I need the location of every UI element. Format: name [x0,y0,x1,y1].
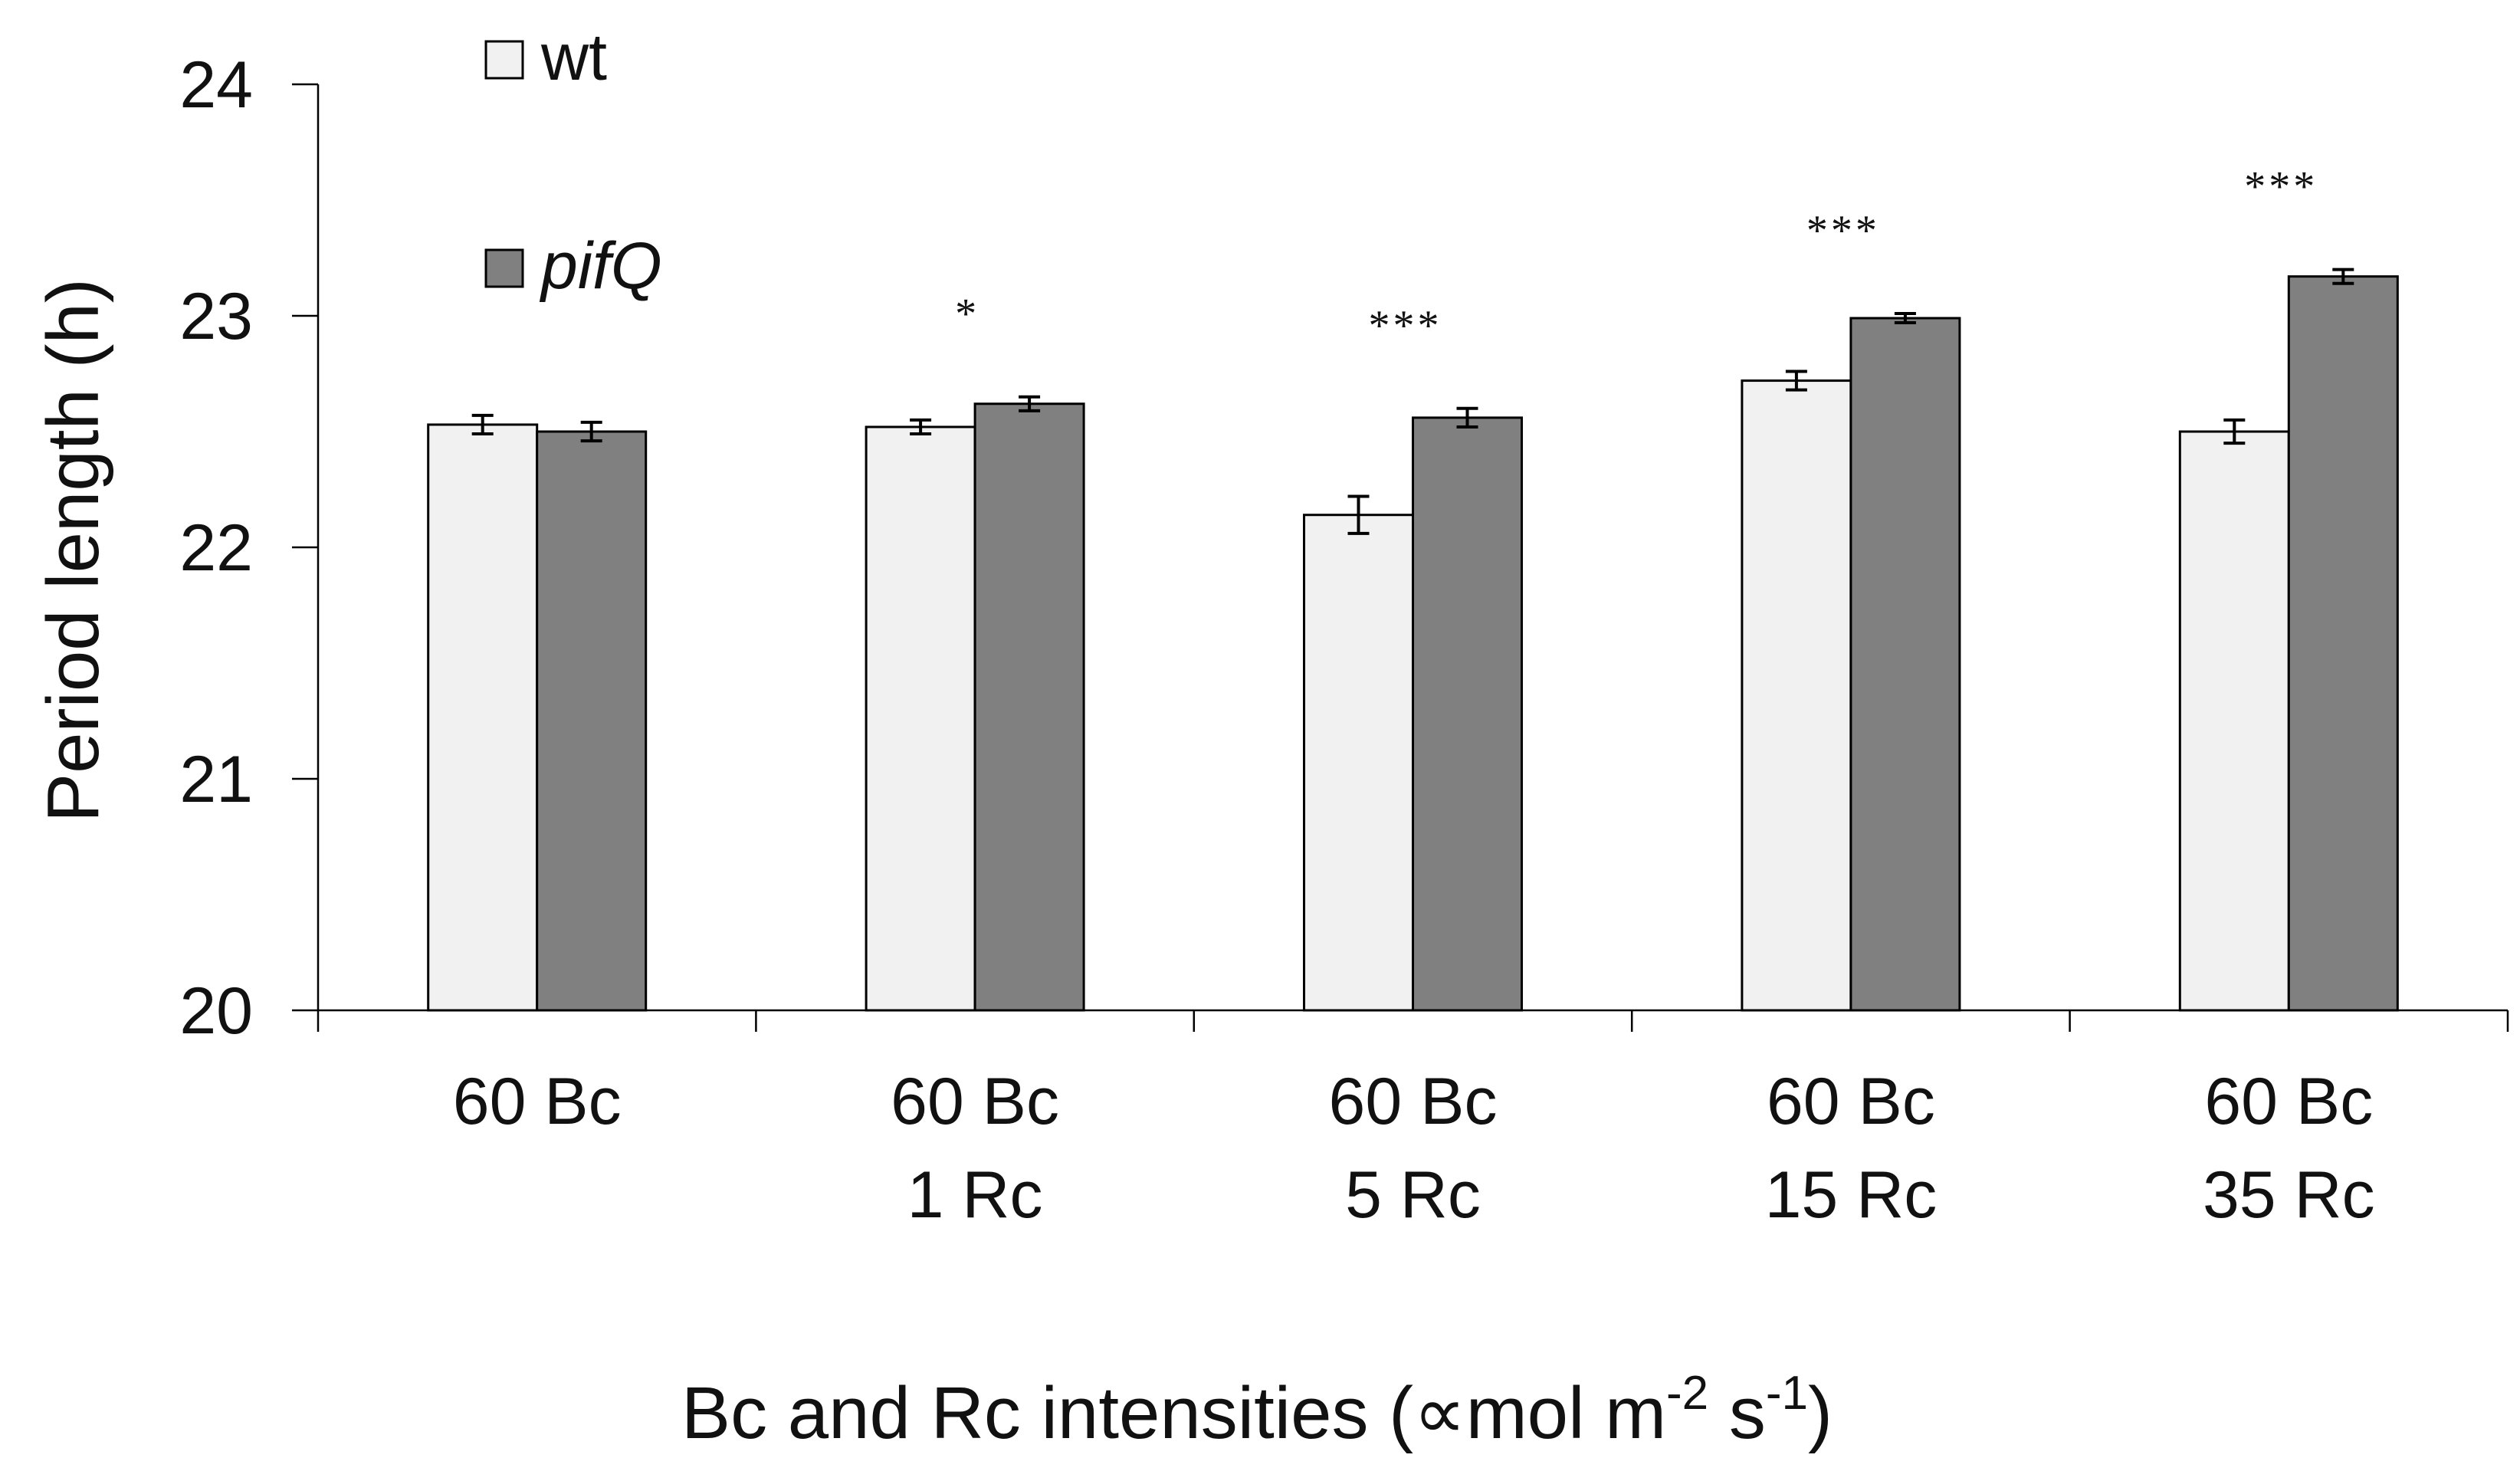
x-axis-title-s: s [1708,1372,1766,1454]
legend-swatch-wt [484,40,524,80]
x-tick-label: 60 Bc [1329,1065,1498,1138]
y-tick-label: 24 [179,48,253,122]
significance-marker: *** [2244,163,2318,211]
legend: wt pifQ [484,21,662,303]
bar-pifq [536,430,648,1012]
x-axis-title-sup2: -1 [1766,1367,1808,1420]
significance-marker: *** [1806,207,1880,254]
bar-pifq [973,402,1085,1012]
error-bar [2332,268,2354,285]
error-bar [1019,395,1041,412]
error-bar [580,420,602,443]
x-tick-label: 60 Bc [891,1065,1059,1138]
error-bar [1785,369,1807,392]
x-axis-title-close: ) [1808,1372,1833,1454]
error-bar [1347,494,1370,535]
legend-label-wt: wt [540,21,607,94]
bar-wt [1303,514,1414,1012]
error-bar [910,418,932,436]
x-tick-label: 35 Rc [2203,1158,2375,1232]
bar-pifq [1412,416,1523,1012]
x-axis-title: Bc and Rc intensities (∝mol m-2 s-1) [681,1367,1833,1454]
significance-marker: *** [1369,302,1442,350]
x-tick-label: 5 Rc [1345,1158,1481,1232]
bar-wt [427,423,539,1012]
labels: 20 21 22 23 24 60 Bc * 60 Bc 1 Rc *** 60 Bc 5 Rc ***… [179,48,2374,1232]
y-tick-label: 21 [179,743,253,816]
bar-wt [1741,379,1852,1012]
legend-label-pifq: pifQ [539,229,662,303]
significance-marker: * [955,291,979,338]
error-bar [2223,418,2246,445]
x-tick-label: 60 Bc [1767,1065,1935,1138]
x-axis-title-unit-symbol: ∝ [1413,1372,1466,1454]
x-axis-title-unit: mol m [1466,1372,1666,1454]
bar-pifq [2287,275,2399,1012]
y-tick-label: 22 [179,511,253,585]
x-axis-title-sup1: -2 [1666,1367,1708,1420]
y-axis-title: Period length (h) [32,278,114,823]
error-bar [471,413,494,436]
bar-pifq [1849,317,1961,1012]
x-tick-label: 15 Rc [1765,1158,1938,1232]
x-tick-label: 60 Bc [453,1065,622,1138]
x-axis-title-main: Bc and Rc intensities ( [681,1372,1413,1454]
bars [427,268,2399,1012]
x-tick-label: 1 Rc [907,1158,1043,1232]
error-bar [1894,311,1916,325]
bar-wt [865,425,976,1012]
bar-wt [2178,430,2290,1012]
y-tick-label: 20 [179,974,253,1048]
error-bar [1456,406,1478,429]
y-tick-label: 23 [179,280,253,353]
x-tick-label: 60 Bc [2204,1065,2373,1138]
legend-swatch-pifq [484,248,524,288]
